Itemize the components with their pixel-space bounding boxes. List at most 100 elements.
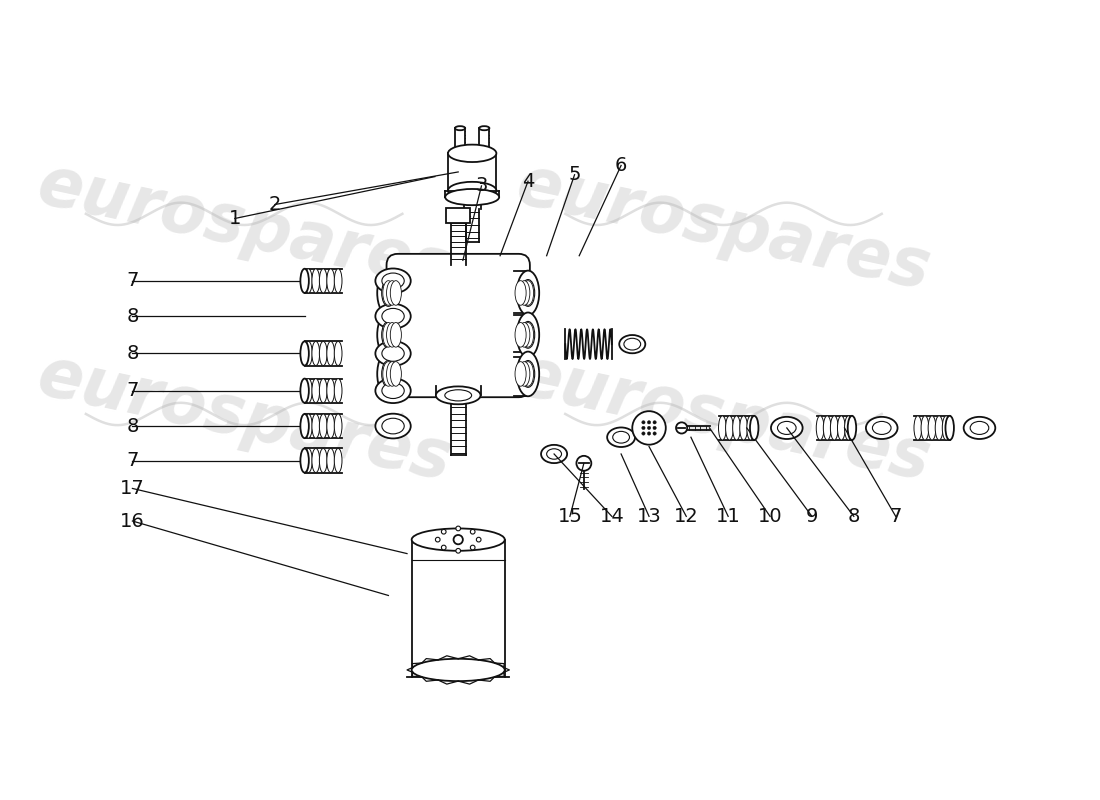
Ellipse shape [448, 145, 496, 162]
Ellipse shape [943, 416, 950, 440]
Ellipse shape [522, 362, 534, 386]
Ellipse shape [830, 416, 838, 440]
Circle shape [648, 426, 651, 430]
Bar [480, 128, 490, 149]
Ellipse shape [382, 322, 395, 348]
Ellipse shape [866, 417, 898, 439]
Text: 5: 5 [569, 166, 581, 184]
Bar [455, 128, 465, 149]
Ellipse shape [386, 281, 398, 306]
Ellipse shape [312, 378, 320, 402]
Ellipse shape [327, 414, 334, 438]
Text: 2: 2 [268, 195, 280, 214]
Circle shape [441, 530, 447, 534]
Ellipse shape [375, 414, 410, 438]
Ellipse shape [327, 342, 334, 366]
Ellipse shape [411, 658, 505, 681]
Bar [411, 540, 505, 670]
Ellipse shape [305, 449, 312, 473]
Text: 7: 7 [126, 271, 139, 290]
Ellipse shape [547, 449, 561, 459]
Text: 9: 9 [805, 507, 818, 526]
Circle shape [471, 545, 475, 550]
Ellipse shape [607, 427, 635, 447]
Ellipse shape [312, 269, 320, 293]
Ellipse shape [446, 189, 499, 205]
Ellipse shape [382, 309, 404, 324]
Ellipse shape [517, 351, 539, 396]
Ellipse shape [305, 342, 312, 366]
Bar [914, 416, 949, 440]
Ellipse shape [517, 313, 539, 357]
Ellipse shape [390, 281, 402, 306]
Circle shape [653, 426, 657, 430]
FancyBboxPatch shape [386, 254, 530, 398]
Circle shape [453, 535, 463, 544]
Ellipse shape [515, 322, 526, 347]
Ellipse shape [319, 449, 327, 473]
Circle shape [436, 538, 440, 542]
Text: 6: 6 [615, 156, 627, 175]
Ellipse shape [386, 322, 398, 347]
Ellipse shape [375, 269, 410, 294]
Ellipse shape [515, 281, 526, 306]
Text: 1: 1 [229, 209, 241, 228]
Ellipse shape [519, 281, 530, 306]
Ellipse shape [522, 281, 534, 306]
Ellipse shape [382, 383, 404, 398]
Text: 4: 4 [521, 172, 535, 190]
Text: 7: 7 [126, 451, 139, 470]
Ellipse shape [334, 414, 342, 438]
Text: 3: 3 [475, 177, 487, 195]
Ellipse shape [383, 322, 394, 347]
Circle shape [676, 422, 688, 434]
Ellipse shape [375, 304, 410, 329]
Ellipse shape [436, 386, 481, 404]
Ellipse shape [872, 422, 891, 434]
Text: 7: 7 [126, 381, 139, 400]
Ellipse shape [970, 422, 989, 434]
Ellipse shape [411, 529, 505, 550]
Ellipse shape [935, 416, 943, 440]
Text: 11: 11 [716, 507, 740, 526]
Ellipse shape [319, 342, 327, 366]
Ellipse shape [750, 416, 759, 440]
Ellipse shape [305, 378, 312, 402]
Circle shape [471, 530, 475, 534]
Ellipse shape [300, 269, 309, 293]
Bar [305, 449, 342, 473]
Ellipse shape [624, 338, 640, 350]
Ellipse shape [312, 449, 320, 473]
Ellipse shape [455, 126, 465, 130]
Ellipse shape [300, 449, 309, 473]
Text: 16: 16 [120, 511, 145, 530]
Circle shape [653, 421, 657, 424]
Bar [305, 269, 342, 293]
Text: eurospares: eurospares [510, 342, 936, 494]
Ellipse shape [334, 378, 342, 402]
Text: 7: 7 [890, 507, 902, 526]
Text: 8: 8 [126, 417, 139, 435]
Ellipse shape [334, 449, 342, 473]
Circle shape [653, 432, 657, 435]
Circle shape [455, 549, 461, 553]
Ellipse shape [300, 342, 309, 366]
Ellipse shape [946, 416, 954, 440]
Ellipse shape [837, 416, 845, 440]
Circle shape [641, 426, 645, 430]
Bar [305, 342, 342, 366]
Ellipse shape [848, 416, 856, 440]
Circle shape [632, 411, 666, 445]
Ellipse shape [480, 126, 490, 130]
Text: 17: 17 [120, 479, 145, 498]
Text: eurospares: eurospares [31, 342, 458, 494]
Circle shape [441, 545, 447, 550]
Ellipse shape [383, 281, 394, 306]
Ellipse shape [444, 390, 472, 401]
Circle shape [641, 432, 645, 435]
Ellipse shape [619, 335, 646, 354]
Ellipse shape [327, 449, 334, 473]
Ellipse shape [541, 445, 568, 463]
Text: 10: 10 [758, 507, 782, 526]
Ellipse shape [519, 362, 530, 386]
